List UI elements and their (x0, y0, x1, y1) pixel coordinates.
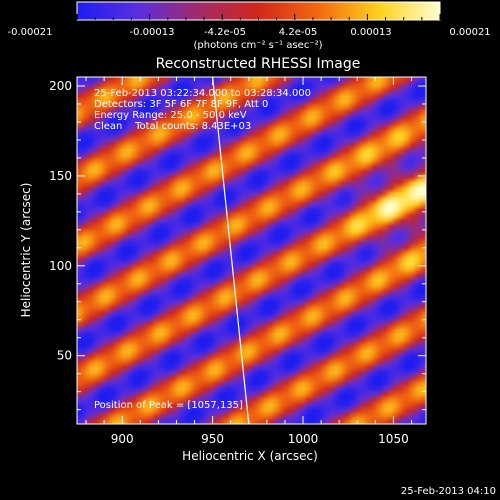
solar-limb-line (212, 77, 250, 424)
x-tick-label: 1000 (288, 432, 319, 446)
annotation-energy-range: Energy Range: 25.0 - 50.0 keV (94, 110, 247, 121)
heatmap-image (77, 77, 426, 424)
y-tick-labels: 50 100 150 200 (49, 79, 72, 363)
colorbar-tick-label: 0.00013 (350, 27, 391, 38)
x-tick-label: 900 (111, 432, 134, 446)
colorbar-tick-label: -4.2e-05 (204, 27, 246, 38)
annotation-time-range: 25-Feb-2013 03:22:34.000 to 03:28:34.000 (94, 88, 311, 99)
plot-frame (76, 76, 427, 425)
y-tick-label: 100 (49, 259, 72, 273)
colorbar-tick-label: -0.00021 (8, 27, 53, 38)
peak-position-label: Position of Peak = [1057,135] (94, 400, 243, 411)
colorbar-unit-label: (photons cm⁻² s⁻¹ asec⁻²) (193, 40, 322, 51)
axis-ticks (77, 77, 426, 424)
colorbar-tick-label: 0.00021 (449, 27, 490, 38)
x-axis-label: Heliocentric X (arcsec) (182, 449, 318, 463)
y-axis-label: Heliocentric Y (arcsec) (19, 183, 33, 318)
chart-title: Reconstructed RHESSI Image (156, 56, 361, 72)
colorbar: -0.00021 -0.00013 -4.2e-05 4.2e-05 0.000… (8, 1, 491, 51)
x-tick-label: 1050 (378, 432, 409, 446)
x-tick-label: 950 (201, 432, 224, 446)
colorbar-ticks (76, 14, 441, 20)
y-tick-label: 50 (57, 349, 72, 363)
y-tick-label: 200 (49, 79, 72, 93)
annotation-counts: Clean Total counts: 8.43E+03 (94, 121, 251, 132)
x-tick-labels: 900 950 1000 1050 (111, 432, 409, 446)
colorbar-tick-label: -0.00013 (130, 27, 175, 38)
plot-area: 25-Feb-2013 03:22:34.000 to 03:28:34.000… (76, 76, 427, 425)
colorbar-tick-label: 4.2e-05 (279, 27, 317, 38)
annotation-detectors: Detectors: 3F 5F 6F 7F 8F 9F, Att 0 (94, 99, 268, 110)
footer-timestamp: 25-Feb-2013 04:10 (401, 486, 496, 497)
y-tick-label: 150 (49, 169, 72, 183)
